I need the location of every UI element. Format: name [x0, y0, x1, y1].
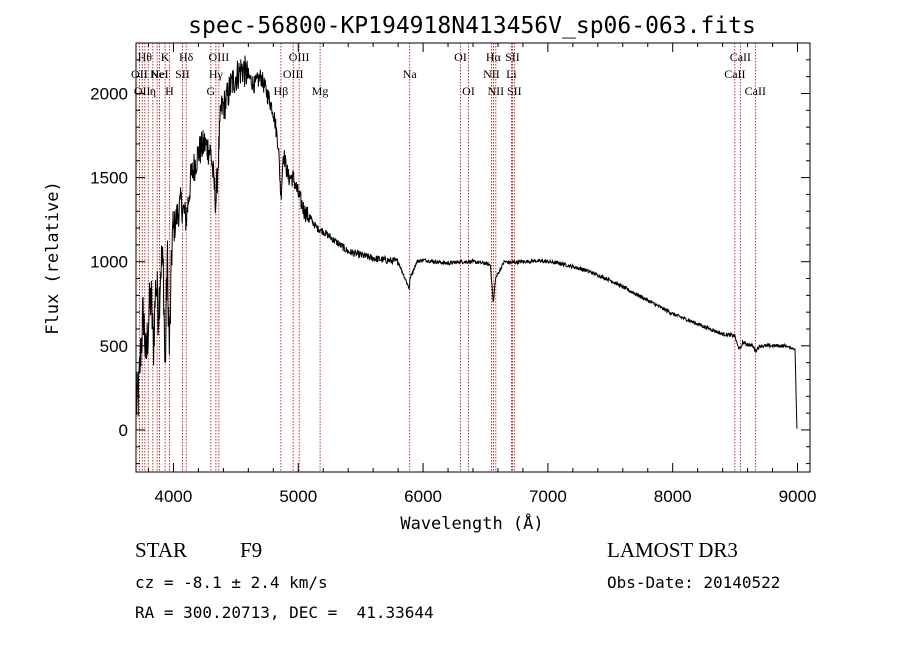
x-tick-label: 6000	[404, 487, 442, 506]
y-axis-label: Flux (relative)	[43, 181, 63, 335]
y-tick-label: 1000	[90, 253, 128, 272]
line-marker-label: Mg	[312, 84, 329, 98]
x-tick-labels: 4000 5000 6000 7000 8000 9000	[155, 487, 817, 506]
x-tick-label: 9000	[779, 487, 817, 506]
line-markers	[138, 43, 756, 472]
line-marker-label: OI	[462, 84, 475, 98]
line-marker-label: Hβ	[274, 84, 289, 98]
line-marker-label: CaII	[724, 67, 745, 81]
line-marker-label: Na	[403, 67, 418, 81]
line-marker-label: OII	[134, 84, 151, 98]
x-tick-label: 4000	[155, 487, 193, 506]
x-axis-label: Wavelength (Å)	[400, 512, 543, 534]
line-marker-label: OIII	[283, 67, 304, 81]
line-marker-labels: OIIOIIHθηNeHeIKHSIIHδGHγOIIIHβOIIIOIIIMg…	[131, 50, 766, 98]
line-marker-label: OIII	[289, 50, 310, 64]
line-marker-label: η	[150, 84, 156, 98]
x-tick-label: 5000	[279, 487, 317, 506]
line-marker-label: Hα	[486, 50, 502, 64]
coordinates-info: RA = 300.20713, DEC = 41.33644	[135, 603, 434, 622]
line-marker-label: OIII	[209, 50, 230, 64]
line-marker-label: OI	[454, 50, 467, 64]
redshift-info: cz = -8.1 ± 2.4 km/s	[135, 573, 328, 592]
line-marker-label: HeI	[151, 67, 169, 81]
line-marker-label: SII	[507, 84, 522, 98]
y-tick-label: 0	[119, 421, 128, 440]
line-marker-label: CaII	[730, 50, 751, 64]
spectrum-series	[135, 55, 798, 429]
object-class: STAR	[135, 538, 187, 562]
y-tick-label: 500	[100, 337, 128, 356]
observation-date: Obs-Date: 20140522	[607, 573, 781, 592]
line-marker-label: Hγ	[209, 67, 224, 81]
line-marker-label: Ne	[150, 67, 164, 81]
axis-ticks	[136, 43, 810, 472]
plot-frame	[135, 42, 811, 473]
chart-title: spec-56800-KP194918N413456V_sp06-063.fit…	[188, 13, 756, 39]
line-marker-label: NII	[488, 84, 505, 98]
object-subclass: F9	[240, 538, 263, 562]
y-tick-labels: 0 500 1000 1500 2000	[90, 84, 128, 439]
line-marker-label: SII	[175, 67, 190, 81]
line-marker-label: Hθ	[138, 50, 153, 64]
line-marker-label: Li	[506, 67, 517, 81]
y-tick-label: 1500	[90, 169, 128, 188]
survey-name: LAMOST DR3	[607, 538, 738, 562]
x-tick-label: 7000	[529, 487, 567, 506]
line-marker-label: K	[161, 50, 170, 64]
x-tick-label: 8000	[654, 487, 692, 506]
line-marker-label: G	[207, 84, 216, 98]
line-marker-label: OII	[131, 67, 148, 81]
line-marker-label: H	[165, 84, 174, 98]
y-tick-label: 2000	[90, 84, 128, 103]
line-marker-label: Hδ	[179, 50, 194, 64]
line-marker-label: CaII	[745, 84, 766, 98]
line-marker-label: SII	[505, 50, 520, 64]
line-marker-label: NII	[483, 67, 500, 81]
